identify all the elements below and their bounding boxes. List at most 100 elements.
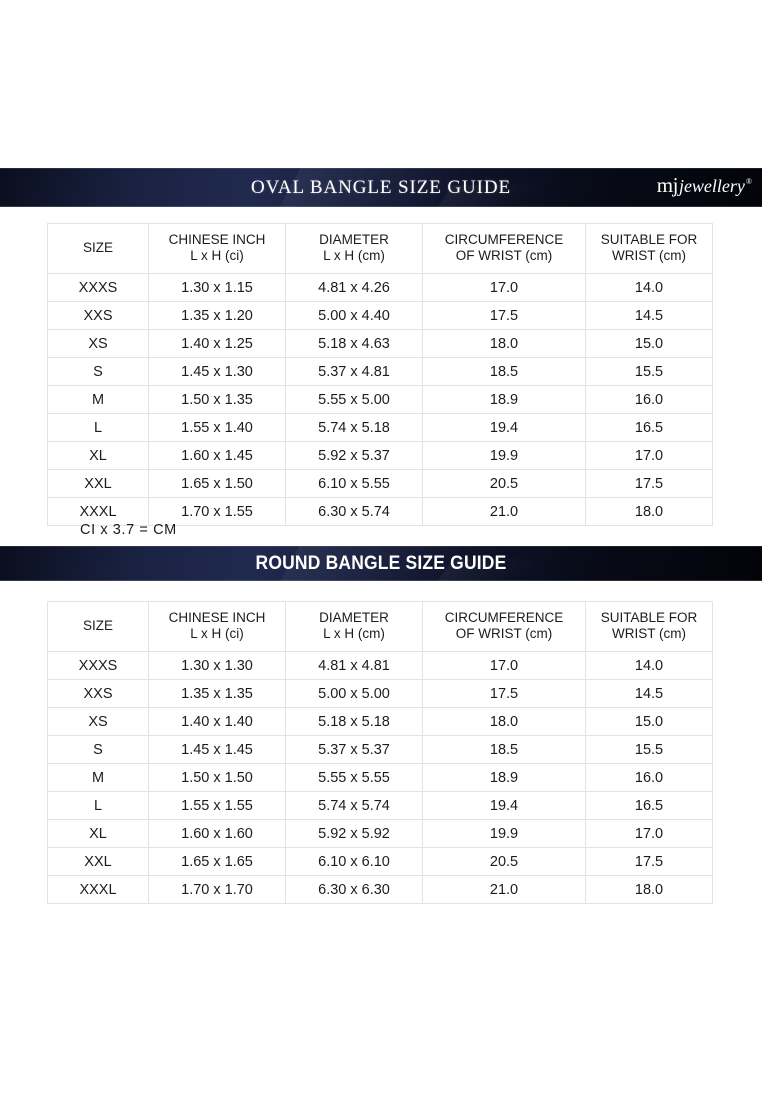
header-line-2: L x H (cm) — [323, 626, 385, 641]
cell-suitable-for-wrist: 15.0 — [585, 329, 713, 358]
header-line-2: OF WRIST (cm) — [455, 626, 553, 641]
cell-size: L — [47, 413, 149, 442]
header-line-1: SUITABLE FOR — [600, 610, 698, 625]
oval-table-body: XXXS 1.30 x 1.15 4.81 x 4.26 17.0 14.0 XXS 1.3… — [47, 273, 713, 526]
table-row: L 1.55 x 1.40 5.74 x 5.18 19.4 16.5 — [47, 413, 713, 442]
cell-suitable-for-wrist: 16.5 — [585, 413, 713, 442]
header-line-1: CHINESE INCH — [168, 232, 266, 247]
round-banner: ROUND BANGLE SIZE GUIDE — [0, 546, 762, 581]
cell-diameter: 5.55 x 5.55 — [285, 763, 423, 792]
cell-size: L — [47, 791, 149, 820]
table-row: XXXS 1.30 x 1.30 4.81 x 4.81 17.0 14.0 — [47, 651, 713, 680]
table-row: S 1.45 x 1.30 5.37 x 4.81 18.5 15.5 — [47, 357, 713, 386]
cell-size: S — [47, 357, 149, 386]
banner-bottom-edge — [0, 580, 762, 581]
table-row: M 1.50 x 1.50 5.55 x 5.55 18.9 16.0 — [47, 763, 713, 792]
cell-chinese-inch: 1.60 x 1.45 — [148, 441, 286, 470]
cell-diameter: 4.81 x 4.81 — [285, 651, 423, 680]
header-line-1: CHINESE INCH — [168, 610, 266, 625]
cell-suitable-for-wrist: 16.0 — [585, 385, 713, 414]
table-row: XL 1.60 x 1.60 5.92 x 5.92 19.9 17.0 — [47, 819, 713, 848]
header-line-2: L x H (cm) — [323, 248, 385, 263]
cell-circumference: 17.0 — [422, 651, 586, 680]
column-header-size: SIZE — [47, 601, 149, 652]
cell-circumference: 18.9 — [422, 385, 586, 414]
column-header-circumference: CIRCUMFERENCE OF WRIST (cm) — [422, 223, 586, 274]
banner-top-edge — [0, 546, 762, 547]
cell-circumference: 18.5 — [422, 735, 586, 764]
cell-diameter: 6.30 x 6.30 — [285, 875, 423, 904]
cell-chinese-inch: 1.65 x 1.50 — [148, 469, 286, 498]
cell-diameter: 5.18 x 5.18 — [285, 707, 423, 736]
cell-chinese-inch: 1.35 x 1.20 — [148, 301, 286, 330]
cell-chinese-inch: 1.60 x 1.60 — [148, 819, 286, 848]
cell-circumference: 18.0 — [422, 707, 586, 736]
cell-diameter: 5.37 x 5.37 — [285, 735, 423, 764]
column-header-suitable-for-wrist: SUITABLE FOR WRIST (cm) — [585, 601, 713, 652]
table-row: XXS 1.35 x 1.35 5.00 x 5.00 17.5 14.5 — [47, 679, 713, 708]
cell-size: XS — [47, 329, 149, 358]
cell-size: M — [47, 385, 149, 414]
cell-diameter: 5.37 x 4.81 — [285, 357, 423, 386]
cell-diameter: 6.30 x 5.74 — [285, 497, 423, 526]
logo-wordmark: jewellery — [678, 176, 745, 196]
cell-size: M — [47, 763, 149, 792]
cell-suitable-for-wrist: 18.0 — [585, 497, 713, 526]
cell-suitable-for-wrist: 17.0 — [585, 819, 713, 848]
header-line-1: SUITABLE FOR — [600, 232, 698, 247]
cell-suitable-for-wrist: 15.5 — [585, 357, 713, 386]
logo-monogram-icon: mj — [656, 173, 679, 197]
cell-size: XL — [47, 819, 149, 848]
cell-circumference: 19.9 — [422, 441, 586, 470]
cell-circumference: 21.0 — [422, 497, 586, 526]
column-header-chinese-inch: CHINESE INCH L x H (ci) — [148, 601, 286, 652]
column-header-size: SIZE — [47, 223, 149, 274]
cell-size: XXXS — [47, 651, 149, 680]
column-header-suitable-for-wrist: SUITABLE FOR WRIST (cm) — [585, 223, 713, 274]
cell-chinese-inch: 1.50 x 1.50 — [148, 763, 286, 792]
header-line-1: SIZE — [82, 618, 113, 633]
cell-circumference: 20.5 — [422, 847, 586, 876]
cell-diameter: 5.00 x 4.40 — [285, 301, 423, 330]
cell-circumference: 18.5 — [422, 357, 586, 386]
oval-banner: OVAL BANGLE SIZE GUIDE mj jewellery ® — [0, 168, 762, 207]
cell-suitable-for-wrist: 17.5 — [585, 847, 713, 876]
cell-chinese-inch: 1.55 x 1.55 — [148, 791, 286, 820]
cell-suitable-for-wrist: 16.0 — [585, 763, 713, 792]
cell-size: XXXL — [47, 497, 149, 526]
header-line-1: CIRCUMFERENCE — [444, 610, 564, 625]
cell-chinese-inch: 1.45 x 1.45 — [148, 735, 286, 764]
cell-diameter: 5.55 x 5.00 — [285, 385, 423, 414]
cell-circumference: 18.9 — [422, 763, 586, 792]
cell-chinese-inch: 1.50 x 1.35 — [148, 385, 286, 414]
banner-bottom-edge — [0, 206, 762, 207]
cell-size: S — [47, 735, 149, 764]
cell-suitable-for-wrist: 14.0 — [585, 273, 713, 302]
cell-diameter: 5.74 x 5.74 — [285, 791, 423, 820]
cell-chinese-inch: 1.30 x 1.15 — [148, 273, 286, 302]
cell-size: XL — [47, 441, 149, 470]
table-header-row: SIZE CHINESE INCH L x H (ci) DIAMETER L … — [47, 223, 713, 274]
header-line-1: CIRCUMFERENCE — [444, 232, 564, 247]
cell-diameter: 5.00 x 5.00 — [285, 679, 423, 708]
oval-size-table: SIZE CHINESE INCH L x H (ci) DIAMETER L … — [47, 223, 713, 526]
table-row: M 1.50 x 1.35 5.55 x 5.00 18.9 16.0 — [47, 385, 713, 414]
cell-circumference: 20.5 — [422, 469, 586, 498]
cell-circumference: 18.0 — [422, 329, 586, 358]
cell-chinese-inch: 1.70 x 1.55 — [148, 497, 286, 526]
cell-chinese-inch: 1.65 x 1.65 — [148, 847, 286, 876]
cell-suitable-for-wrist: 14.5 — [585, 301, 713, 330]
cell-size: XXS — [47, 301, 149, 330]
table-row: XS 1.40 x 1.40 5.18 x 5.18 18.0 15.0 — [47, 707, 713, 736]
cell-diameter: 5.74 x 5.18 — [285, 413, 423, 442]
banner-gradient — [0, 546, 762, 581]
column-header-diameter: DIAMETER L x H (cm) — [285, 223, 423, 274]
cell-chinese-inch: 1.55 x 1.40 — [148, 413, 286, 442]
cell-circumference: 17.5 — [422, 301, 586, 330]
header-line-1: SIZE — [82, 240, 113, 255]
round-table-head: SIZE CHINESE INCH L x H (ci) DIAMETER L … — [47, 601, 713, 652]
oval-conversion-note: CI x 3.7 = CM — [80, 522, 177, 538]
table-row: XS 1.40 x 1.25 5.18 x 4.63 18.0 15.0 — [47, 329, 713, 358]
round-banner-title: ROUND BANGLE SIZE GUIDE — [255, 553, 507, 574]
